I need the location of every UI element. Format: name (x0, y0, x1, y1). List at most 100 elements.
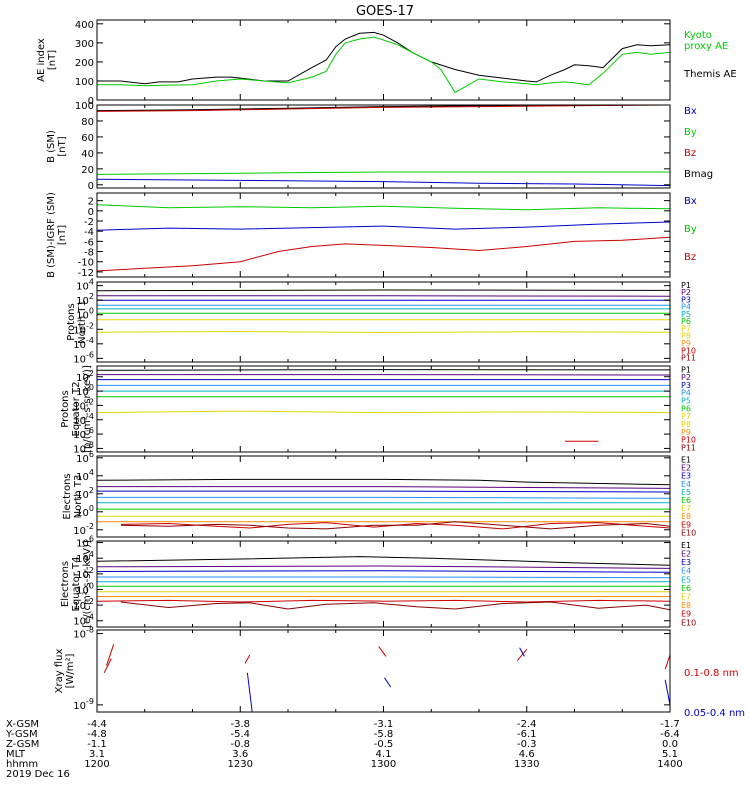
legend-entry: P7 (681, 324, 691, 333)
series-line-1 (97, 565, 670, 569)
legend-entry: Bx (684, 106, 697, 117)
plot-frame (96, 629, 671, 713)
y-axis-label: B (SM)-IGRF (SM)[nT] (46, 192, 68, 278)
legend-entry: E5 (681, 575, 691, 584)
footer-value: 3.1 (89, 749, 105, 760)
series-group (97, 289, 670, 334)
footer-value: 1300 (371, 759, 396, 770)
legend-entry: E6 (681, 584, 691, 593)
y-tick-label: 40 (81, 149, 94, 160)
legend-entry: Bx (684, 196, 697, 207)
y-axis-label: B (SM)[nT] (46, 130, 68, 163)
legend-entry: P6 (681, 404, 691, 413)
y-tick-label: 0 (88, 96, 94, 107)
y-tick-label: 100 (75, 77, 94, 88)
series-line-8 (519, 647, 525, 657)
y-tick-label: -2 (84, 217, 94, 228)
series-line-3 (97, 178, 670, 187)
series-group (97, 478, 670, 530)
legend-entry: E1 (681, 455, 691, 464)
panel-b_igrf: -12-10-8-6-4-202 B (SM)-IGRF (SM)[nT] Bx By… (46, 192, 697, 279)
footer-value: 4.6 (519, 749, 535, 760)
y-tick-label: 60 (81, 133, 94, 144)
legend-entry: Bmag (684, 169, 713, 180)
legend-entry: P7 (681, 412, 691, 421)
y-tick-label: 400 (75, 20, 94, 31)
plot-frame (96, 192, 671, 278)
legend-entry: 0.1-0.8 nm (684, 668, 739, 679)
plot-frame (96, 540, 671, 628)
legend-entry: P2 (681, 288, 691, 297)
legend-entry: E3 (681, 558, 691, 567)
y-axis-label: ElectronsNorth T3 (62, 473, 84, 519)
legend: 0.1-0.8 nm 0.05-0.4 nm (684, 668, 745, 719)
legend-entry: P5 (681, 397, 691, 406)
footer-value: 0.0 (662, 739, 678, 750)
y-axis-label: ElectronsEquator T4[e/(cm²-s-sr-keV)] (60, 540, 93, 628)
legend-entry: P9 (681, 428, 691, 437)
legend-entry: By (684, 127, 697, 138)
series-line-6 (246, 672, 253, 712)
series-line-3 (97, 576, 670, 579)
y-tick-label: 10-9 (73, 697, 94, 712)
footer-value: 3.6 (232, 749, 248, 760)
y-tick-label: 2 (88, 197, 94, 208)
series-line-1 (97, 221, 670, 231)
y-tick-label: 200 (75, 58, 94, 69)
series-group (97, 204, 670, 272)
footer-row-label: Z-GSM (6, 739, 39, 750)
legend-entry: P11 (681, 443, 696, 452)
series-group (97, 31, 670, 94)
series-line-2 (97, 570, 670, 573)
series-line-1 (97, 486, 670, 489)
legend: Bx By Bz (684, 196, 697, 263)
legend-entry: P2 (681, 373, 691, 382)
y-tick-label: 0 (88, 181, 94, 192)
legend-entry: P10 (681, 436, 696, 445)
legend-entry: P4 (681, 389, 691, 398)
legend-entry: P8 (681, 420, 691, 429)
footer-row-label: X-GSM (6, 719, 39, 730)
legend-entry: P3 (681, 295, 691, 304)
legend-entry: E9 (681, 520, 691, 529)
legend-entry: E2 (681, 464, 691, 473)
footer-value: -6.1 (517, 729, 537, 740)
legend-entry: Bz (684, 148, 696, 159)
footer-value: -0.8 (230, 739, 250, 750)
footer-value: 1400 (657, 759, 682, 770)
legend-entry: P9 (681, 339, 691, 348)
series-line-2 (97, 236, 670, 272)
series-line-0 (97, 478, 670, 486)
legend-entry: P6 (681, 317, 691, 326)
legend-entry: Kyoto proxy AE (684, 30, 728, 52)
series-line-2 (97, 490, 670, 493)
plot-frame (96, 281, 671, 363)
y-tick-label: 100 (75, 101, 94, 112)
panel-b_sm: 0 20 40 60 80 100 B (SM)[nT] Bx By Bz Bmag (46, 101, 713, 192)
footer-value: -6.4 (660, 729, 680, 740)
series-line-0 (97, 31, 670, 85)
legend-entry: P8 (681, 332, 691, 341)
series-line-0 (106, 644, 115, 666)
footer-value: -5.8 (374, 729, 394, 740)
footer-value: -4.8 (87, 729, 107, 740)
legend-entry: E10 (681, 618, 696, 627)
y-axis-label: AE index[nT] (36, 38, 58, 82)
series-line-8 (97, 599, 670, 603)
legend-entry: E7 (681, 504, 691, 513)
y-tick-label: 10-6 (73, 350, 94, 365)
series-line-2 (97, 171, 670, 175)
footer-row-label: 2019 Dec 16 (6, 769, 70, 780)
legend: Kyoto proxy AE Themis AE (683, 30, 737, 80)
series-line-3 (97, 496, 670, 499)
